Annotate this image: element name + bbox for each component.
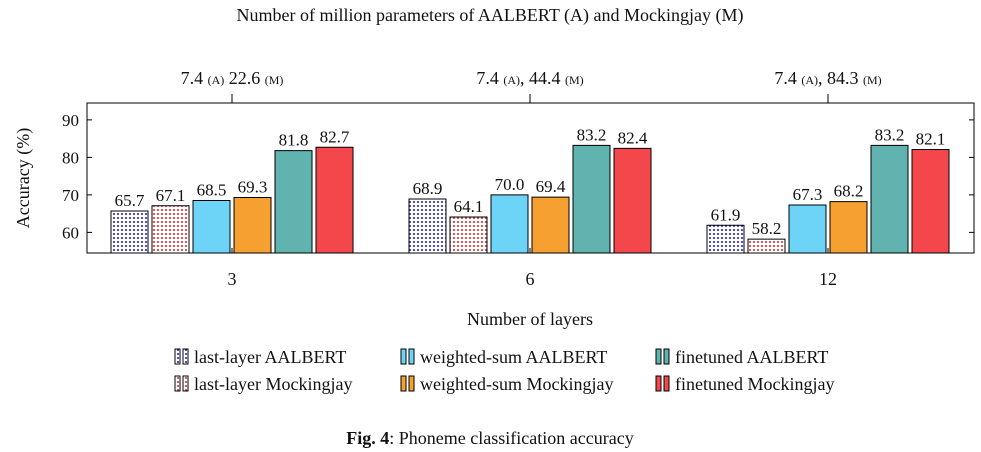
- chart-title: Number of million parameters of AALBERT …: [237, 5, 744, 26]
- bar: [870, 144, 909, 254]
- y-axis-label: Accuracy (%): [13, 128, 34, 228]
- bar-value-label: 64.1: [454, 197, 484, 216]
- x-tick-label: 6: [526, 269, 535, 289]
- bar-value-label: 67.1: [156, 186, 186, 205]
- legend-swatch: [400, 348, 407, 365]
- legend-swatch: [174, 375, 181, 392]
- bar-value-label: 58.2: [752, 219, 782, 238]
- caption-label: Fig. 4: [346, 428, 389, 448]
- bar-value-label: 82.1: [916, 130, 946, 149]
- legend-label: weighted-sum AALBERT: [420, 347, 607, 367]
- y-tick-label: 90: [62, 111, 79, 130]
- bar-value-label: 83.2: [875, 125, 905, 144]
- bar: [274, 150, 313, 254]
- legend-swatch: [174, 348, 181, 365]
- bar: [531, 196, 570, 254]
- param-mockingjay-sub: (M): [565, 73, 584, 87]
- param-mockingjay-sub: (M): [265, 73, 284, 87]
- bar-value-label: 68.5: [197, 181, 227, 200]
- param-aalbert-sub: (A): [503, 73, 520, 87]
- y-tick-label: 60: [62, 223, 79, 242]
- bar: [490, 194, 529, 254]
- legend-swatch: [408, 348, 415, 365]
- top-axis-label: 7.4 (A) 22.6 (M): [181, 68, 284, 88]
- x-axis: 3 6 12: [228, 248, 837, 289]
- bar: [911, 149, 950, 254]
- x-axis-label: Number of layers: [467, 309, 593, 329]
- legend-swatch: [655, 375, 662, 392]
- top-axis-label: 7.4 (A), 84.3 (M): [774, 68, 881, 88]
- legend-swatch: [663, 375, 670, 392]
- param-mockingjay-sub: (M): [863, 73, 882, 87]
- param-aalbert: 7.4: [476, 68, 503, 88]
- legend-swatch: [655, 348, 662, 365]
- legend-swatch: [182, 348, 189, 365]
- bar: [110, 210, 149, 254]
- bar-value-label: 68.2: [834, 182, 864, 201]
- y-axis: 60 70 80 90: [62, 111, 974, 242]
- bar-value-label: 61.9: [711, 205, 741, 224]
- bar-value-label: 69.4: [536, 177, 566, 196]
- param-aalbert-sub: (A): [801, 73, 818, 87]
- top-axis: 7.4 (A) 22.6 (M) 7.4 (A), 44.4 (M) 7.4 (A)…: [181, 68, 882, 103]
- legend-swatch: [182, 375, 189, 392]
- legend: last-layer AALBERT weighted-sum AALBERT fi…: [174, 347, 834, 394]
- bar-value-label: 83.2: [577, 125, 607, 144]
- bar: [613, 147, 652, 254]
- legend-swatch: [663, 348, 670, 365]
- caption-text: : Phoneme classification accuracy: [389, 428, 633, 448]
- bar: [449, 216, 488, 254]
- bar-value-label: 70.0: [495, 175, 525, 194]
- bar-value-label: 82.4: [618, 128, 648, 147]
- bar-value-label: 65.7: [115, 191, 145, 210]
- legend-swatch: [400, 375, 407, 392]
- figure-caption: Fig. 4: Phoneme classification accuracy: [346, 428, 633, 448]
- bar: [572, 144, 611, 254]
- legend-label: last-layer AALBERT: [194, 347, 346, 367]
- legend-label: weighted-sum Mockingjay: [420, 374, 613, 394]
- bar: [315, 146, 354, 254]
- y-tick-label: 70: [62, 186, 79, 205]
- bar-value-label: 69.3: [238, 178, 268, 197]
- bar: [788, 204, 827, 254]
- bars-group: 65.7 68.9 61.9 67.1 64.1 58.2 68.5 70.0 67.3 69.3…: [110, 125, 950, 254]
- bar-value-label: 68.9: [413, 179, 443, 198]
- param-aalbert-sub: (A): [208, 73, 225, 87]
- bar: [706, 224, 745, 254]
- x-tick-label: 12: [819, 269, 837, 289]
- param-separator: , 44.4: [520, 68, 565, 88]
- legend-label: last-layer Mockingjay: [194, 374, 352, 394]
- bar-value-label: 81.8: [279, 131, 309, 150]
- param-aalbert: 7.4: [181, 68, 208, 88]
- param-aalbert: 7.4: [774, 68, 801, 88]
- bar-value-label: 67.3: [793, 185, 823, 204]
- legend-label: finetuned AALBERT: [675, 347, 828, 367]
- bar: [747, 238, 786, 254]
- top-axis-label: 7.4 (A), 44.4 (M): [476, 68, 583, 88]
- param-separator: 22.6: [224, 68, 265, 88]
- bar: [151, 205, 190, 254]
- legend-label: finetuned Mockingjay: [675, 374, 834, 394]
- param-separator: , 84.3: [818, 68, 863, 88]
- bar: [192, 200, 231, 254]
- bar: [829, 201, 868, 254]
- x-tick-label: 3: [228, 269, 237, 289]
- bar: [408, 198, 447, 254]
- bar-value-label: 82.7: [320, 127, 350, 146]
- bar: [233, 197, 272, 254]
- y-tick-label: 80: [62, 148, 79, 167]
- legend-swatch: [408, 375, 415, 392]
